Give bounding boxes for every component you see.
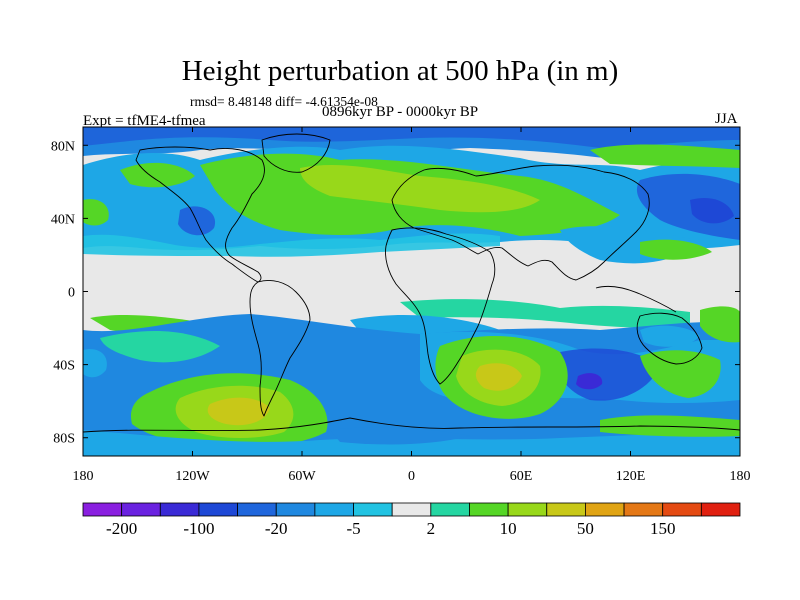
lon-tick-label: 180	[730, 469, 751, 484]
lat-tick-label: 80N	[51, 139, 75, 154]
colorbar-label: -100	[183, 519, 214, 538]
eurasia-coast	[391, 164, 650, 281]
colorbar-swatch	[314, 502, 354, 517]
colorbar-swatch	[546, 502, 586, 517]
colorbar-label: 2	[427, 519, 436, 538]
antarctica-coast	[83, 417, 740, 433]
lon-tick-label: 60W	[288, 469, 316, 484]
colorbar-swatch	[275, 502, 316, 517]
africa-coast	[385, 227, 496, 385]
lat-tick-label: 40S	[53, 359, 75, 374]
lat-tick-label: 0	[68, 286, 75, 301]
lon-tick-label: 120W	[175, 469, 210, 484]
colorbar-swatch	[237, 502, 277, 517]
colorbar-swatch	[353, 502, 393, 517]
australia-coast	[636, 312, 703, 365]
period-label: 0896kyr BP - 0000kyr BP	[322, 104, 479, 120]
colorbar-swatch	[430, 502, 470, 517]
north-america-coast	[135, 146, 265, 283]
season-label: JJA	[715, 111, 738, 127]
colorbar-swatch	[82, 502, 123, 517]
colorbar-swatch	[391, 502, 432, 517]
colorbar-swatch	[662, 502, 702, 517]
coastlines	[83, 133, 740, 433]
greenland-coast	[261, 133, 331, 173]
latitude-axis: 80N 40N 0 40S 80S	[51, 139, 740, 447]
colorbar-label: -20	[265, 519, 288, 538]
colorbar-swatch	[121, 502, 161, 517]
colorbar-swatch	[507, 502, 548, 517]
colorbar-label: 50	[577, 519, 594, 538]
indonesia-coast	[595, 285, 677, 313]
map-title: Height perturbation at 500 hPa (in m)	[181, 55, 619, 87]
colorbar-swatch	[585, 502, 625, 517]
colorbar-swatch	[159, 502, 200, 517]
colorbar-label: -200	[106, 519, 137, 538]
south-america-coast	[249, 280, 311, 417]
colorbar-swatch	[198, 502, 238, 517]
lat-tick-label: 40N	[51, 212, 75, 227]
lat-tick-label: 80S	[53, 432, 75, 447]
colorbar-label: 10	[500, 519, 517, 538]
colorbar-swatch	[700, 502, 741, 517]
colorbar: -200 -100 -20 -5 2 10 50 150	[82, 502, 741, 538]
experiment-label: Expt = tfME4-tfmea	[83, 113, 206, 129]
lon-tick-label: 180	[73, 469, 94, 484]
colorbar-label: 150	[650, 519, 676, 538]
stats-label: rmsd= 8.48148 diff= -4.61354e-08	[190, 94, 378, 109]
lon-tick-label: 0	[408, 469, 415, 484]
lon-tick-label: 120E	[616, 469, 646, 484]
longitude-axis: 180 120W 60W 0 60E 120E 180	[73, 127, 751, 484]
lon-tick-label: 60E	[510, 469, 533, 484]
colorbar-swatch	[469, 502, 509, 517]
colorbar-swatch	[623, 502, 664, 517]
colorbar-label: -5	[346, 519, 360, 538]
